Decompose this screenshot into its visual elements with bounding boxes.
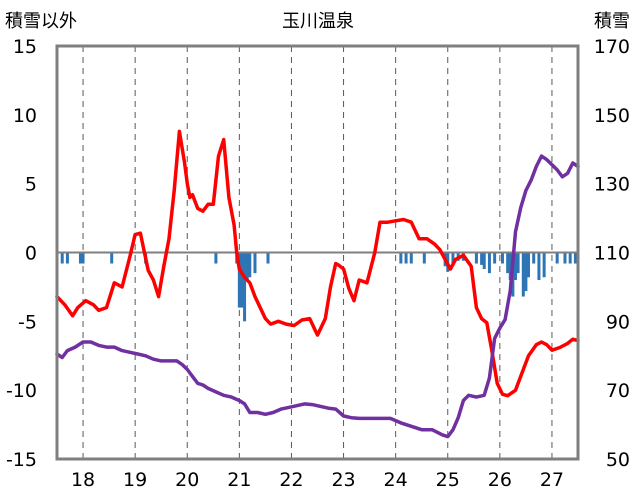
line-series: [55, 129, 580, 439]
bar-38: [532, 252, 536, 264]
left-tick-label: 10: [13, 105, 37, 127]
x-tick-label: 25: [436, 469, 460, 491]
bar-17: [409, 252, 413, 264]
x-tick-label: 22: [279, 469, 303, 491]
bar-12: [248, 252, 252, 278]
x-tick-label: 21: [227, 469, 251, 491]
bar-26: [482, 252, 486, 270]
bar-25: [480, 252, 484, 265]
bar-0: [60, 252, 64, 264]
bar-34: [516, 252, 520, 274]
bar-37: [527, 252, 531, 278]
bar-43: [568, 252, 572, 264]
right-tick-label: 50: [606, 449, 630, 471]
x-tick-label: 27: [540, 469, 564, 491]
bar-24: [474, 252, 478, 264]
chart-title: 玉川温泉: [282, 11, 354, 32]
series-line-red: [55, 129, 580, 398]
left-tick-label: 5: [25, 174, 37, 196]
bar-42: [563, 252, 567, 264]
x-axis-ticks: 18 19 20 21 22 23 24 25 26 27: [71, 469, 564, 491]
x-tick-label: 18: [71, 469, 95, 491]
bar-33: [513, 252, 517, 281]
left-tick-label: 15: [13, 36, 37, 58]
right-tick-label: 70: [606, 380, 630, 402]
bar-39: [537, 252, 541, 281]
bar-40: [542, 252, 546, 278]
bar-27: [487, 252, 491, 274]
bar-6: [214, 252, 218, 264]
bar-4: [110, 252, 114, 264]
left-tick-label: -10: [6, 380, 37, 402]
bar-13: [253, 252, 257, 274]
bar-21: [451, 252, 455, 264]
x-tick-label: 26: [488, 469, 512, 491]
bar-29: [500, 252, 504, 264]
x-tick-label: 19: [123, 469, 147, 491]
left-axis-label: 積雪以外: [5, 11, 77, 32]
bar-11: [245, 252, 249, 281]
bar-44: [573, 252, 577, 264]
bar-9: [240, 252, 244, 308]
bar-8: [237, 252, 241, 308]
bar-35: [521, 252, 525, 297]
right-tick-label: 150: [594, 105, 630, 127]
series-line-purple: [55, 154, 580, 439]
bar-31: [508, 252, 512, 281]
bar-41: [555, 252, 559, 264]
left-tick-label: -15: [6, 449, 37, 471]
vertical-gridlines: [82, 46, 553, 459]
x-tick-label: 23: [331, 469, 355, 491]
bar-10: [243, 252, 247, 322]
right-axis-label: 積雪: [594, 11, 630, 32]
bar-18: [422, 252, 426, 264]
bar-16: [404, 252, 408, 264]
x-tick-label: 20: [175, 469, 199, 491]
right-tick-label: 130: [594, 174, 630, 196]
bar-28: [493, 252, 497, 264]
bar-14: [266, 252, 270, 264]
right-tick-label: 170: [594, 36, 630, 58]
bar-3: [81, 252, 85, 264]
bar-1: [65, 252, 69, 264]
bar-30: [506, 252, 510, 274]
right-tick-label: 90: [606, 311, 630, 333]
x-tick-label: 24: [384, 469, 408, 491]
bar-36: [524, 252, 528, 292]
bar-2: [78, 252, 82, 264]
left-axis-ticks: 15 10 5 0 -5 -10 -15: [6, 36, 37, 471]
left-tick-label: -5: [18, 311, 37, 333]
bar-15: [399, 252, 403, 264]
plot-frame: [55, 44, 580, 461]
left-tick-label: 0: [25, 243, 37, 265]
right-axis-ticks: 170 150 130 110 90 70 50: [594, 36, 630, 471]
right-tick-label: 110: [594, 243, 630, 265]
